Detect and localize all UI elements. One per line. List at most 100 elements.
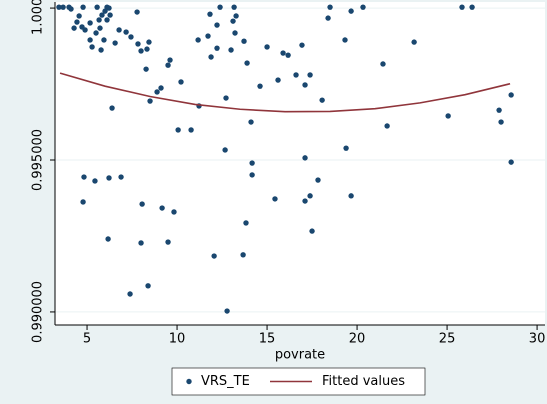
point — [116, 27, 122, 33]
point — [496, 107, 502, 113]
point — [243, 220, 249, 226]
point — [138, 48, 144, 54]
point — [223, 95, 229, 101]
y-tick-label: 0.990000 — [31, 281, 46, 343]
point — [302, 82, 308, 88]
point — [285, 52, 291, 58]
y-tick-label: 1.00000 — [31, 0, 46, 35]
point — [508, 159, 514, 165]
point — [143, 66, 149, 72]
point — [175, 127, 181, 133]
point — [97, 25, 103, 31]
point — [469, 4, 475, 10]
point — [508, 92, 514, 98]
point — [94, 4, 100, 10]
point — [80, 199, 86, 205]
point — [299, 42, 305, 48]
point — [232, 30, 238, 36]
point — [445, 113, 451, 119]
point — [138, 240, 144, 246]
point — [123, 29, 129, 35]
point — [228, 47, 234, 53]
point — [109, 105, 115, 111]
point — [165, 62, 171, 68]
point — [101, 37, 107, 43]
point — [360, 4, 366, 10]
point — [99, 12, 105, 18]
point — [315, 177, 321, 183]
x-tick-label: 10 — [169, 332, 186, 347]
point — [275, 77, 281, 83]
point — [264, 44, 270, 50]
point — [178, 79, 184, 85]
point — [248, 119, 254, 125]
point — [60, 4, 66, 10]
point — [302, 155, 308, 161]
point — [107, 12, 113, 18]
plot-area — [55, 2, 545, 325]
point — [459, 4, 465, 10]
point — [80, 4, 86, 10]
point — [211, 253, 217, 259]
point — [106, 175, 112, 181]
point — [231, 4, 237, 10]
point — [249, 160, 255, 166]
x-tick-label: 5 — [83, 332, 91, 347]
fitted-line — [59, 72, 511, 113]
point — [128, 34, 134, 40]
point — [105, 236, 111, 242]
point — [154, 89, 160, 95]
point — [167, 57, 173, 63]
point — [302, 198, 308, 204]
point — [76, 13, 82, 19]
point — [145, 283, 151, 289]
point — [98, 47, 104, 53]
point — [343, 145, 349, 151]
point — [81, 174, 87, 180]
point — [207, 11, 213, 17]
x-tick-label: 25 — [439, 332, 456, 347]
point — [384, 123, 390, 129]
point — [325, 15, 331, 21]
point — [112, 40, 118, 46]
point — [82, 27, 88, 33]
point — [195, 37, 201, 43]
point — [74, 19, 80, 25]
point — [188, 127, 194, 133]
point — [56, 4, 62, 10]
point — [118, 174, 124, 180]
point — [159, 205, 165, 211]
point — [380, 61, 386, 67]
point — [244, 60, 250, 66]
x-tick-label: 15 — [259, 332, 276, 347]
point — [319, 97, 325, 103]
point — [217, 4, 223, 10]
point — [87, 37, 93, 43]
point — [280, 50, 286, 56]
point — [127, 291, 133, 297]
legend-label: Fitted values — [322, 374, 405, 389]
point — [146, 39, 152, 45]
legend-label: VRS_TE — [201, 374, 250, 389]
point — [342, 37, 348, 43]
point — [89, 44, 95, 50]
point — [249, 172, 255, 178]
point — [104, 17, 110, 23]
x-axis-title: povrate — [275, 348, 325, 363]
point — [147, 98, 153, 104]
point — [307, 193, 313, 199]
point — [158, 85, 164, 91]
point — [293, 72, 299, 78]
point — [92, 178, 98, 184]
x-tick-label: 20 — [349, 332, 366, 347]
point — [139, 201, 145, 207]
point — [134, 9, 140, 15]
point — [208, 54, 214, 60]
point — [135, 41, 141, 47]
point — [309, 228, 315, 234]
y-tick-label: 0.995000 — [31, 129, 46, 191]
point — [348, 193, 354, 199]
point — [68, 6, 74, 12]
point — [411, 39, 417, 45]
